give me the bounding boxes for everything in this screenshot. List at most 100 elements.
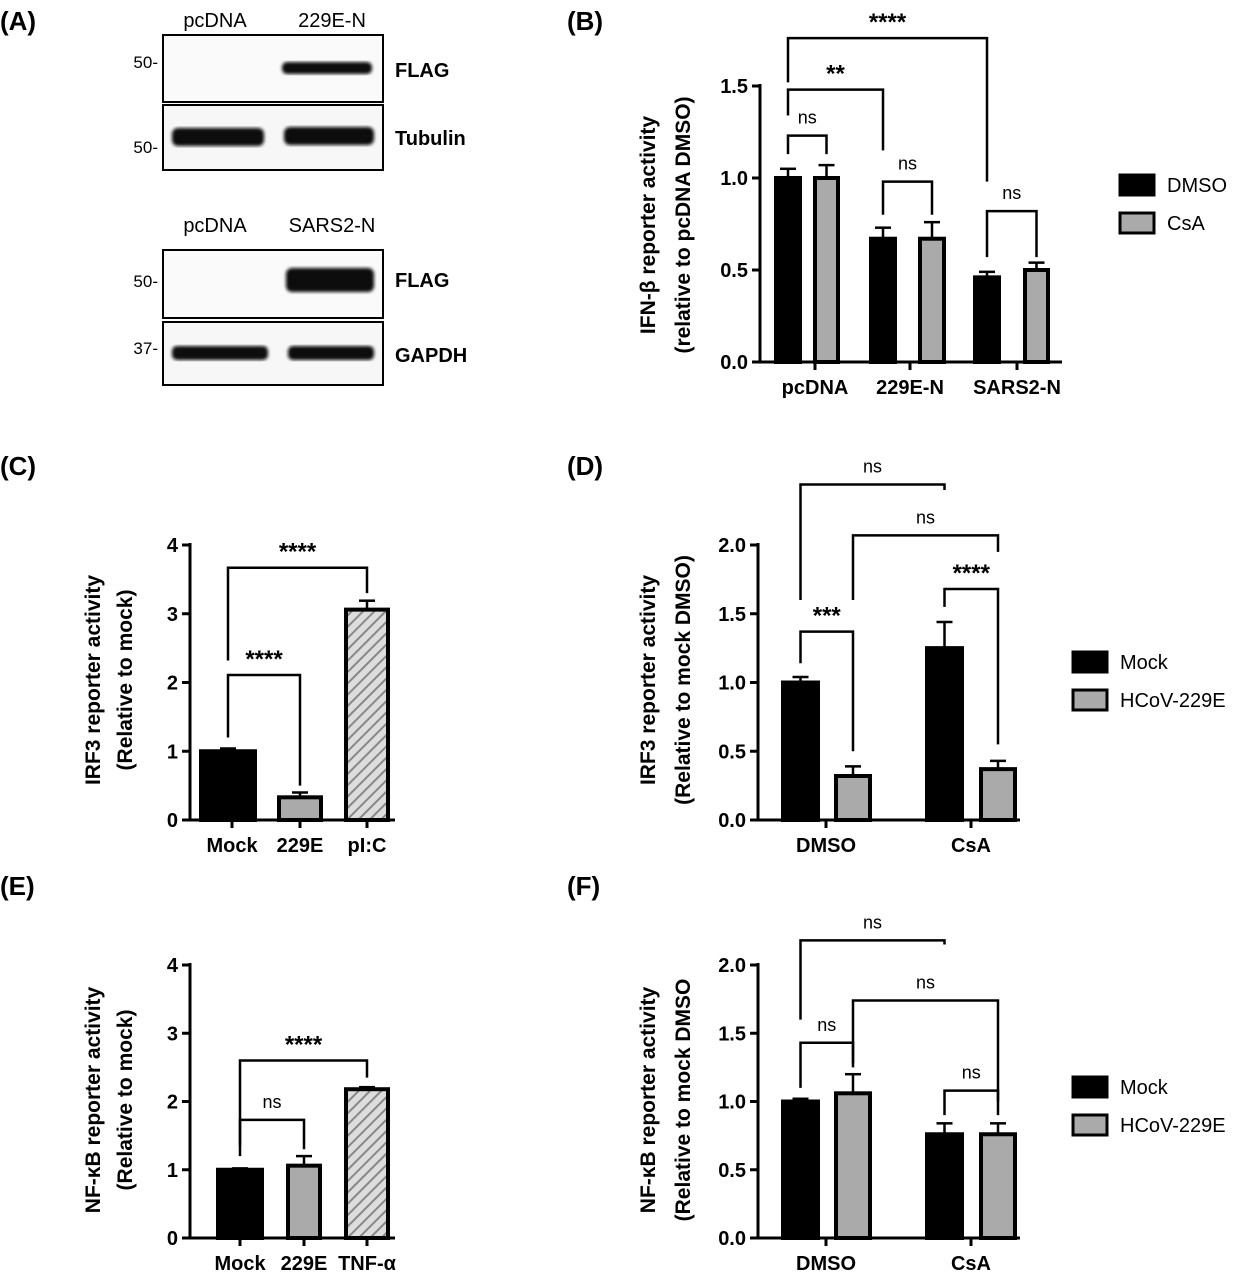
significance-bracket xyxy=(799,630,855,752)
significance-bracket xyxy=(985,209,1038,258)
y-tick-label: 0 xyxy=(167,810,178,832)
legend-swatch xyxy=(1071,650,1109,674)
significance-label: ns xyxy=(262,1092,281,1112)
y-tick-label: 1.5 xyxy=(718,604,746,626)
mw-marker: 50- xyxy=(133,138,158,157)
mw-marker: 50- xyxy=(133,272,158,291)
y-tick-label: 0.5 xyxy=(720,260,748,282)
y-tick-label: 1.5 xyxy=(718,1023,746,1045)
legend-label: Mock xyxy=(1120,652,1169,674)
mw-marker: 50- xyxy=(133,53,158,72)
significance-label: ns xyxy=(863,457,882,477)
significance-bracket xyxy=(881,180,934,215)
bar xyxy=(925,646,964,822)
significance-bracket xyxy=(851,999,1000,1102)
significance-label: *** xyxy=(813,603,842,630)
x-tick-label: 229E xyxy=(281,1253,328,1275)
significance-label: ns xyxy=(817,1015,836,1035)
significance-label: ns xyxy=(798,108,817,128)
y-axis-label: IRF3 reporter activity xyxy=(637,575,660,785)
panel-label-e: (E) xyxy=(0,871,35,901)
bar xyxy=(918,236,946,364)
bar xyxy=(781,680,820,822)
x-tick-label: Mock xyxy=(206,835,258,857)
significance-label: **** xyxy=(285,1032,323,1059)
lane-label: pcDNA xyxy=(183,215,247,237)
significance-bracket xyxy=(799,939,946,1020)
significance-label: ns xyxy=(1002,183,1021,203)
bar xyxy=(869,236,897,364)
panel-label-b: (B) xyxy=(567,6,603,36)
flag-band xyxy=(282,62,372,74)
y-tick-label: 1 xyxy=(167,1160,178,1182)
band-label: FLAG xyxy=(395,60,449,82)
x-tick-label: DMSO xyxy=(796,835,856,857)
significance-label: **** xyxy=(869,9,907,36)
legend-label: HCoV-229E xyxy=(1120,1115,1226,1137)
significance-bracket xyxy=(799,1041,855,1088)
significance-bracket xyxy=(799,483,946,600)
legend-label: Mock xyxy=(1120,1077,1169,1099)
y-tick-label: 0.0 xyxy=(718,1228,746,1250)
lane-label: pcDNA xyxy=(183,10,247,32)
band-label: Tubulin xyxy=(395,128,466,150)
significance-bracket xyxy=(943,1089,1000,1116)
legend-swatch xyxy=(1071,1075,1109,1099)
significance-bracket xyxy=(786,134,828,155)
bar xyxy=(979,1132,1017,1241)
bar xyxy=(979,767,1017,822)
tubulin-band xyxy=(172,128,264,146)
chart-e: 0 1 2 3 4 Mock 229E TNF-α NF-κB reporter activit… xyxy=(82,955,397,1275)
mw-marker: 37- xyxy=(133,339,158,358)
significance-label: ns xyxy=(863,912,882,932)
significance-label: **** xyxy=(245,646,283,673)
chart-b: 0.0 0.5 1.0 1.5 pcDNA 229E-N SARS2-N IFN-β repo… xyxy=(637,9,1227,399)
chart-d: 0.0 0.5 1.0 1.5 2.0 DMSO CsA IRF3 reporter acti… xyxy=(637,457,1226,858)
y-axis-label: NF-κB reporter activity xyxy=(82,986,105,1213)
x-tick-label: pcDNA xyxy=(782,377,849,399)
legend-swatch xyxy=(1071,1113,1109,1137)
band-label: GAPDH xyxy=(395,345,467,367)
bar xyxy=(774,176,802,364)
gapdh-band xyxy=(288,346,374,360)
y-tick-label: 0.5 xyxy=(718,741,746,763)
significance-label: ns xyxy=(898,154,917,174)
y-tick-label: 1.5 xyxy=(720,76,748,98)
x-tick-label: 229E xyxy=(277,835,324,857)
bar xyxy=(344,607,390,822)
x-tick-label: CsA xyxy=(951,1253,991,1275)
bar xyxy=(781,1099,820,1240)
y-tick-label: 2.0 xyxy=(718,955,746,977)
x-tick-label: Mock xyxy=(214,1253,266,1275)
bar xyxy=(925,1132,964,1241)
legend-label: HCoV-229E xyxy=(1120,690,1226,712)
band-label: FLAG xyxy=(395,270,449,292)
lane-label: SARS2-N xyxy=(289,215,376,237)
panel-label-d: (D) xyxy=(567,451,603,481)
bar xyxy=(834,774,872,822)
y-tick-label: 4 xyxy=(167,955,179,977)
y-axis-label: IRF3 reporter activity xyxy=(82,575,105,785)
western-blot: pcDNA 229E-N 50- 50- FLAG Tubulin pcDNA … xyxy=(133,10,467,386)
y-tick-label: 4 xyxy=(167,535,179,557)
significance-label: ns xyxy=(962,1063,981,1083)
y-tick-label: 0.0 xyxy=(720,352,748,374)
bar xyxy=(286,1163,322,1241)
chart-f: 0.0 0.5 1.0 1.5 2.0 DMSO CsA NF-κB reporter act… xyxy=(637,912,1226,1275)
blot-membrane xyxy=(162,249,384,319)
y-axis-label: (Relative to mock) xyxy=(114,1010,137,1191)
y-tick-label: 3 xyxy=(167,1023,178,1045)
significance-bracket xyxy=(226,673,302,786)
x-tick-label: 229E-N xyxy=(876,377,944,399)
legend-swatch xyxy=(1071,688,1109,712)
y-tick-label: 2 xyxy=(167,1092,178,1114)
y-axis-label: (Relative to mock DMSO) xyxy=(672,555,695,805)
y-tick-label: 1.0 xyxy=(720,168,748,190)
y-axis-label: (Relative to mock DMSO xyxy=(672,979,695,1222)
significance-label: **** xyxy=(953,560,991,587)
significance-bracket xyxy=(943,587,1000,745)
y-tick-label: 2.0 xyxy=(718,535,746,557)
significance-bracket xyxy=(786,88,885,151)
lane-label: 229E-N xyxy=(298,10,366,32)
